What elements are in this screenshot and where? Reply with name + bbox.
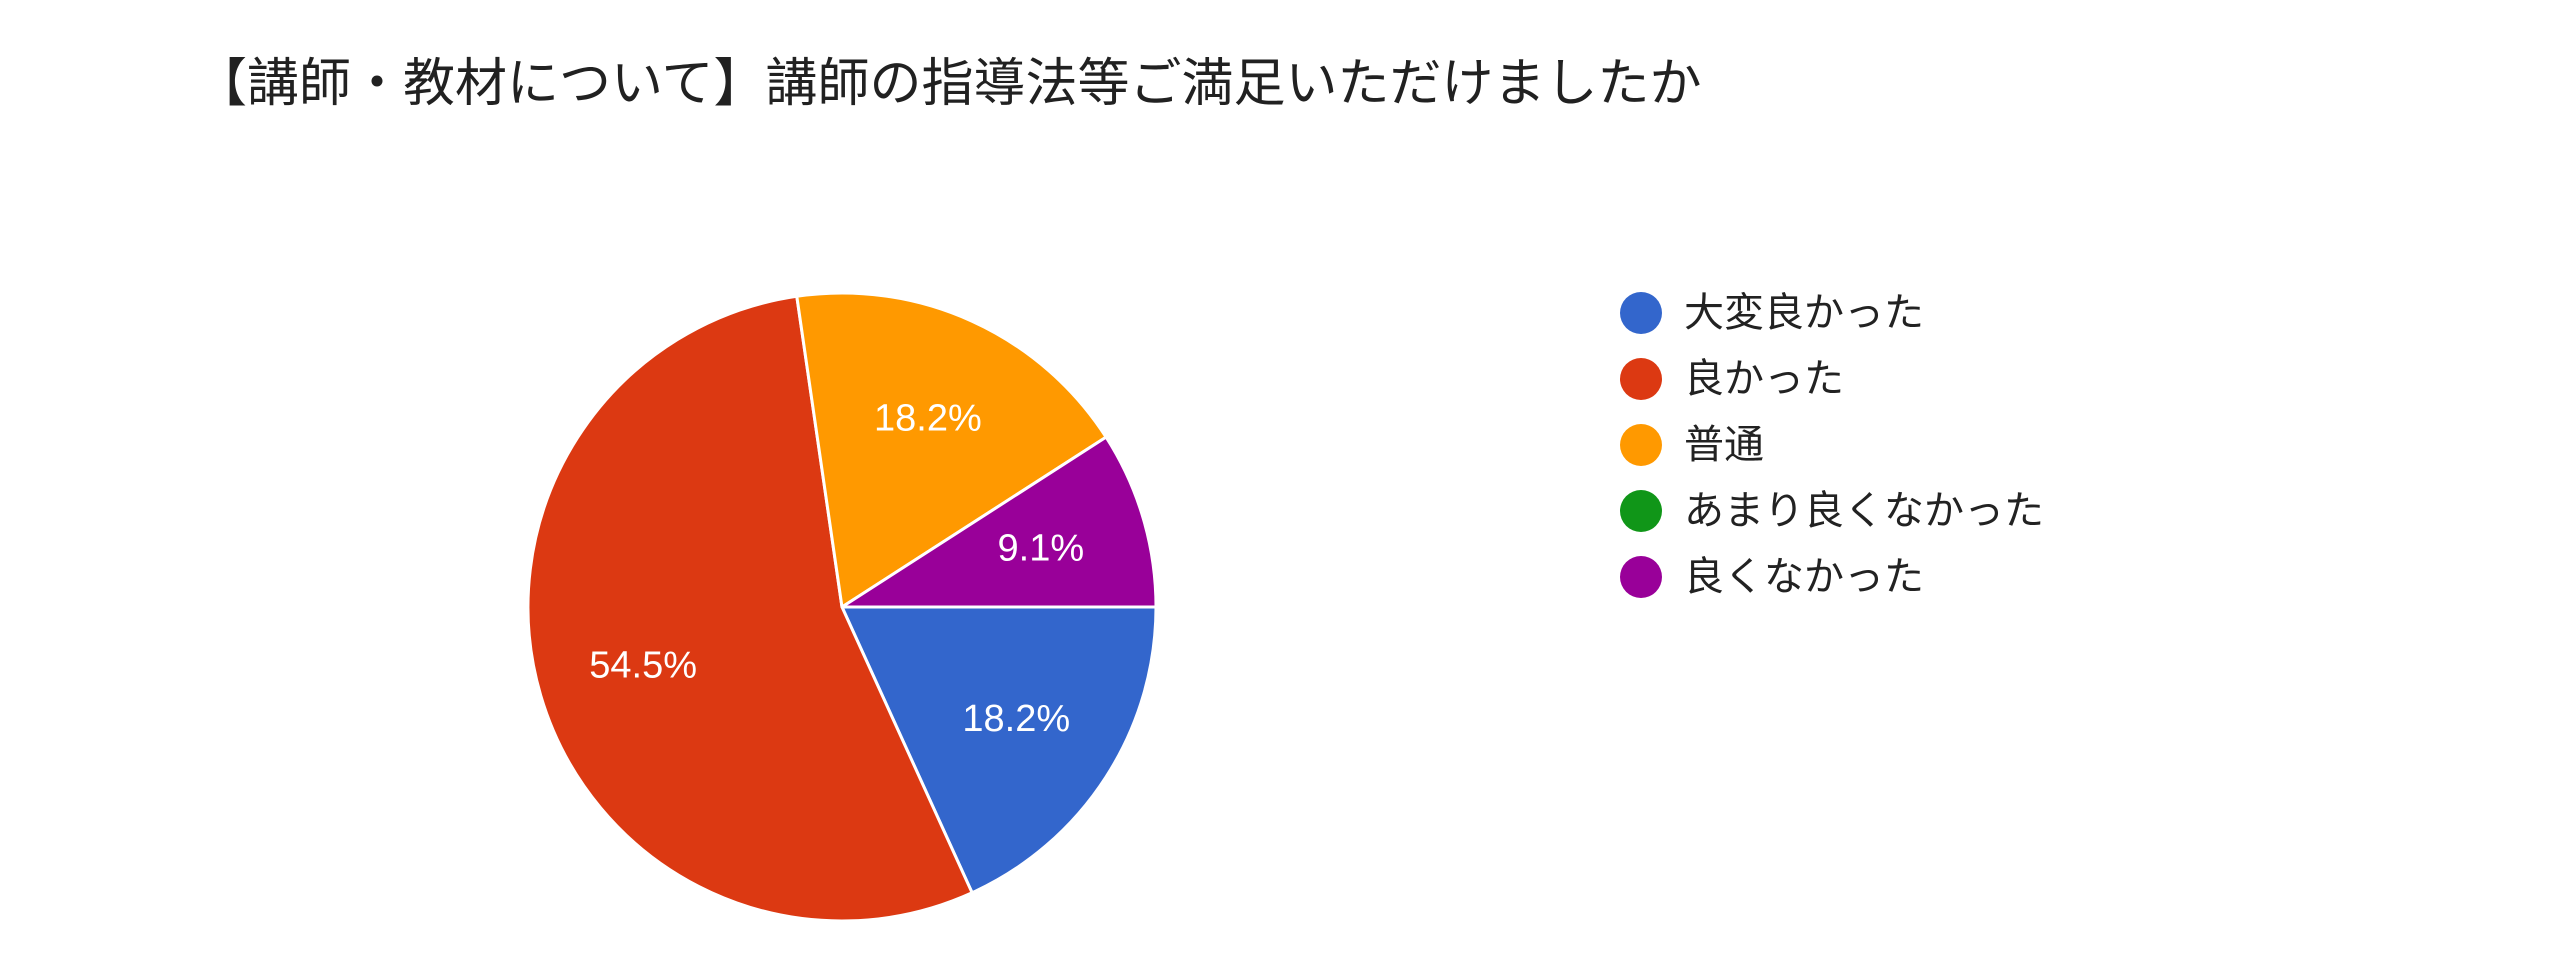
legend-label: 大変良かった <box>1684 290 1924 336</box>
slice-value-label: 18.2% <box>962 698 1070 740</box>
legend-swatch <box>1620 358 1662 400</box>
pie-slice-3[interactable] <box>795 291 1108 609</box>
legend-item[interactable]: 良くなかった <box>1620 544 2044 610</box>
pie-slice-5[interactable] <box>840 435 1158 609</box>
legend-item[interactable]: 良かった <box>1620 346 2044 412</box>
legend-swatch <box>1620 490 1662 532</box>
legend-label: 良くなかった <box>1684 554 1924 600</box>
chart-title: 【講師・教材について】講師の指導法等ご満足いただけましたか <box>195 54 1702 114</box>
legend-label: あまり良くなかった <box>1684 488 2044 534</box>
pie-slice-2[interactable] <box>526 294 974 923</box>
legend-label: 良かった <box>1684 356 1844 402</box>
slice-value-label: 9.1% <box>998 528 1085 570</box>
slice-value-label: 54.5% <box>589 644 697 686</box>
legend-item[interactable]: あまり良くなかった <box>1620 478 2044 544</box>
pie-slice-1[interactable] <box>840 605 1158 895</box>
slice-value-label: 18.2% <box>874 397 982 439</box>
legend-item[interactable]: 普通 <box>1620 412 2044 478</box>
legend-label: 普通 <box>1684 422 1764 468</box>
legend-swatch <box>1620 292 1662 334</box>
legend-item[interactable]: 大変良かった <box>1620 280 2044 346</box>
legend-swatch <box>1620 424 1662 466</box>
chart-legend: 大変良かった 良かった普通あまり良くなかった 良くなかった <box>1620 280 2044 610</box>
legend-swatch <box>1620 556 1662 598</box>
